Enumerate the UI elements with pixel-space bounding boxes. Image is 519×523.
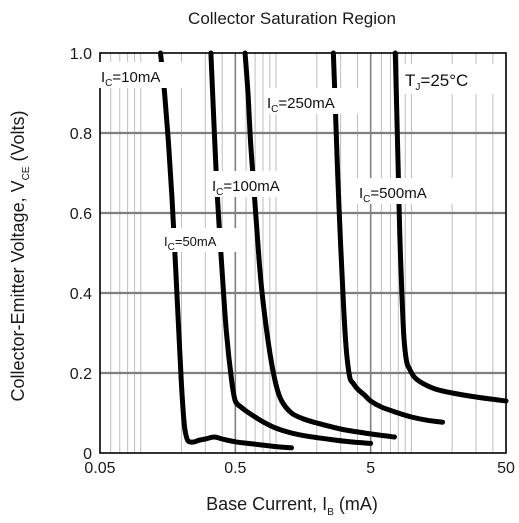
series-line-ic-10ma [158,50,294,451]
x-tick-label: 0.5 [224,460,246,477]
label-tj-25c: TJ=25°C [401,64,500,94]
y-tick-label: 0.4 [70,286,92,303]
svg-text:IC=50mA: IC=50mA [164,234,217,253]
y-tick-label: 0.8 [70,126,92,143]
x-tick-labels: 0.05 0.5 5 50 [84,460,515,477]
label-ic-100ma: IC=100mA [209,171,311,198]
y-tick-label: 0.6 [70,206,92,223]
x-axis-label: Base Current, IB (mA) [206,494,378,518]
series-line-ic-250ma [330,50,446,425]
y-tick-label: 1.0 [70,46,92,63]
y-tick-labels: 0 0.2 0.4 0.6 0.8 1.0 [70,46,92,463]
svg-text:TJ=25°C: TJ=25°C [405,71,468,93]
svg-text:IC=100mA: IC=100mA [212,178,280,198]
chart-title: Collector Saturation Region [188,9,396,28]
y-axis-label: Collector-Emitter Voltage, VCE (Volts) [8,110,32,401]
y-tick-label: 0.2 [70,366,92,383]
label-ic-10ma: IC=10mA [97,62,189,89]
label-ic-250ma: IC=250mA [264,88,366,115]
svg-text:IC=250mA: IC=250mA [267,95,335,115]
x-tick-label: 5 [366,460,375,477]
plot-frame [99,52,507,454]
y-tick-label: 0 [83,446,92,463]
svg-text:IC=500mA: IC=500mA [359,185,427,205]
x-tick-label: 0.05 [84,460,115,477]
svg-text:IC=10mA: IC=10mA [101,69,160,89]
label-ic-500ma: IC=500mA [356,178,460,205]
grid-major [100,53,506,453]
x-tick-label: 50 [497,460,515,477]
label-ic-50ma: IC=50mA [162,228,238,253]
